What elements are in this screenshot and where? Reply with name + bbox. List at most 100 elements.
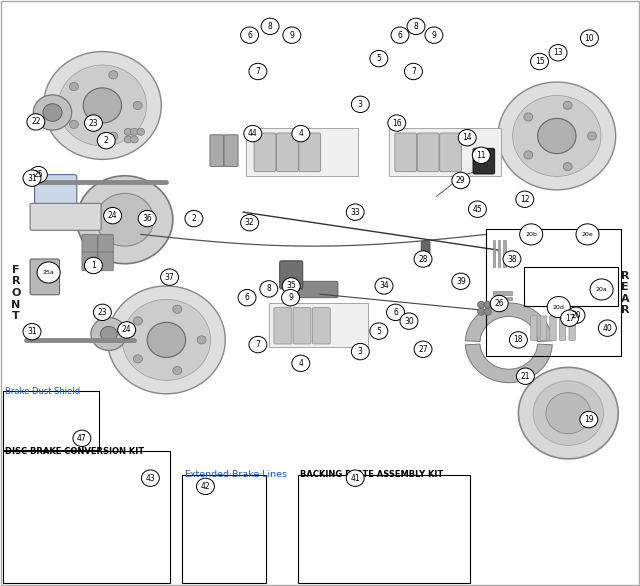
Circle shape	[472, 147, 490, 163]
Circle shape	[70, 83, 79, 91]
Circle shape	[97, 132, 115, 149]
Circle shape	[458, 130, 476, 146]
Text: 45: 45	[472, 205, 483, 214]
FancyBboxPatch shape	[493, 291, 512, 295]
FancyBboxPatch shape	[274, 308, 292, 344]
Circle shape	[516, 368, 534, 384]
Text: 16: 16	[392, 118, 402, 128]
Circle shape	[124, 136, 132, 143]
Text: 17: 17	[564, 314, 575, 323]
FancyBboxPatch shape	[35, 175, 77, 207]
Circle shape	[292, 355, 310, 372]
Circle shape	[524, 151, 533, 159]
Text: 29: 29	[456, 176, 466, 185]
Circle shape	[241, 27, 259, 43]
Text: F
R
O
N
T: F R O N T	[12, 265, 20, 321]
Circle shape	[37, 262, 60, 283]
Text: 1: 1	[91, 261, 96, 270]
Text: 23: 23	[97, 308, 108, 317]
Text: 21: 21	[521, 372, 530, 381]
Text: 8: 8	[268, 22, 273, 31]
Circle shape	[249, 63, 267, 80]
Text: Extended·Brake·Lines: Extended·Brake·Lines	[184, 470, 287, 479]
FancyBboxPatch shape	[493, 297, 512, 300]
Text: 3: 3	[358, 347, 363, 356]
Circle shape	[375, 278, 393, 294]
Circle shape	[241, 214, 259, 231]
FancyBboxPatch shape	[82, 252, 97, 271]
Circle shape	[387, 304, 404, 321]
Circle shape	[484, 301, 492, 308]
Circle shape	[563, 101, 572, 110]
Circle shape	[260, 281, 278, 297]
Text: 8: 8	[266, 284, 271, 294]
FancyBboxPatch shape	[493, 240, 495, 267]
Circle shape	[518, 367, 618, 459]
Circle shape	[141, 470, 159, 486]
Text: 20a: 20a	[596, 287, 607, 292]
Circle shape	[161, 269, 179, 285]
Text: 27: 27	[418, 345, 428, 354]
Circle shape	[70, 120, 79, 128]
Circle shape	[567, 307, 585, 323]
Circle shape	[477, 308, 485, 315]
FancyBboxPatch shape	[421, 241, 430, 266]
Text: 22: 22	[31, 117, 40, 127]
Circle shape	[370, 50, 388, 67]
FancyBboxPatch shape	[498, 240, 500, 267]
Circle shape	[73, 430, 91, 447]
Circle shape	[563, 162, 572, 171]
Circle shape	[84, 257, 102, 274]
Polygon shape	[465, 344, 552, 383]
Circle shape	[185, 210, 203, 227]
Circle shape	[490, 295, 508, 312]
Text: 11: 11	[477, 151, 486, 160]
Circle shape	[138, 210, 156, 227]
Text: 6: 6	[397, 30, 403, 40]
Circle shape	[249, 336, 267, 353]
Circle shape	[133, 101, 142, 110]
Text: 33: 33	[350, 207, 360, 217]
Circle shape	[533, 381, 604, 445]
Text: 31: 31	[27, 327, 37, 336]
Circle shape	[531, 53, 548, 70]
Circle shape	[124, 128, 132, 135]
FancyBboxPatch shape	[389, 128, 501, 176]
Text: 6: 6	[393, 308, 398, 317]
Text: R
E
A
R: R E A R	[621, 271, 630, 315]
Text: DISC BRAKE CONVERSION KIT: DISC BRAKE CONVERSION KIT	[5, 447, 144, 456]
Circle shape	[282, 278, 300, 294]
FancyBboxPatch shape	[531, 316, 537, 340]
Text: 9: 9	[288, 293, 293, 302]
Text: 24: 24	[108, 211, 118, 220]
FancyBboxPatch shape	[276, 133, 298, 172]
Circle shape	[546, 393, 591, 434]
Text: 38: 38	[507, 254, 517, 264]
Circle shape	[58, 65, 147, 146]
Circle shape	[43, 104, 62, 121]
Text: 20b: 20b	[525, 232, 537, 237]
Circle shape	[561, 310, 579, 326]
Circle shape	[468, 201, 486, 217]
Circle shape	[547, 297, 570, 318]
Circle shape	[404, 63, 422, 80]
FancyBboxPatch shape	[82, 234, 97, 253]
Text: 7: 7	[255, 67, 260, 76]
Text: 26: 26	[494, 299, 504, 308]
Circle shape	[400, 313, 418, 329]
Circle shape	[490, 301, 498, 308]
Circle shape	[549, 45, 567, 61]
Circle shape	[23, 170, 41, 186]
FancyBboxPatch shape	[559, 316, 566, 340]
FancyBboxPatch shape	[280, 261, 303, 289]
Circle shape	[407, 18, 425, 35]
Circle shape	[147, 322, 186, 357]
Circle shape	[23, 323, 41, 340]
Circle shape	[524, 113, 533, 121]
FancyBboxPatch shape	[540, 316, 547, 340]
Circle shape	[477, 301, 485, 308]
Circle shape	[282, 289, 300, 306]
Circle shape	[118, 322, 136, 338]
FancyBboxPatch shape	[299, 133, 321, 172]
Text: 13: 13	[553, 48, 563, 57]
